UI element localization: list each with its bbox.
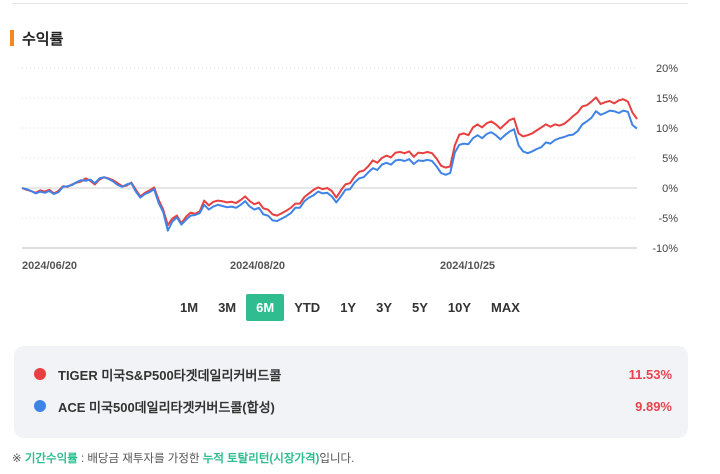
period-tab-10y[interactable]: 10Y: [447, 300, 472, 315]
footnote-term: 기간수익률: [24, 453, 78, 465]
x-tick-label: 2024/10/25: [440, 260, 495, 272]
period-tab-max[interactable]: MAX: [491, 300, 520, 315]
y-tick-label: -5%: [658, 213, 678, 225]
section-header: 수익률: [10, 28, 63, 48]
legend-item: TIGER 미국S&P500타겟데일리커버드콜 11.53%: [34, 364, 672, 384]
x-tick-label: 2024/08/20: [230, 260, 285, 272]
period-tab-3y[interactable]: 3Y: [376, 300, 392, 315]
footnote-suffix: 입니다.: [319, 453, 355, 465]
legend-dot-icon: [34, 400, 46, 412]
series-line-ace: [21, 109, 638, 232]
period-tab-3m[interactable]: 3M: [218, 300, 237, 315]
y-tick-label: 20%: [656, 63, 678, 75]
y-tick-label: 10%: [656, 123, 678, 135]
period-tab-5y[interactable]: 5Y: [412, 300, 428, 315]
y-tick-label: 5%: [662, 153, 678, 165]
period-tab-6m[interactable]: 6M: [246, 294, 285, 321]
period-tab-1m[interactable]: 1M: [180, 300, 199, 315]
footnote-middle: : 배당금 재투자를 가정한: [77, 453, 203, 465]
y-tick-label: 15%: [656, 93, 678, 105]
section-accent-bar: [10, 30, 14, 46]
legend-return-value: 9.89%: [635, 398, 672, 414]
period-tab-1y[interactable]: 1Y: [340, 300, 357, 315]
returns-line-chart: 20% 15% 10% 5% 0% -5% -10% 2024/06/20 2024/08/20…: [21, 63, 678, 272]
x-tick-label: 2024/06/20: [22, 260, 77, 272]
legend-item: ACE 미국500데일리타겟커버드콜(합성) 9.89%: [34, 396, 672, 416]
legend-fund-name: ACE 미국500데일리타겟커버드콜(합성): [58, 399, 275, 415]
legend-dot-icon: [34, 368, 46, 380]
y-tick-label: 0%: [662, 183, 678, 195]
legend-fund-name: TIGER 미국S&P500타겟데일리커버드콜: [58, 367, 282, 383]
footnote: ※ 기간수익률 : 배당금 재투자를 가정한 누적 토탈리턴(시장가격)입니다.: [12, 450, 354, 466]
footnote-prefix: ※: [12, 453, 25, 465]
legend-panel: TIGER 미국S&P500타겟데일리커버드콜 11.53% ACE 미국500데일…: [14, 346, 688, 438]
period-tab-ytd[interactable]: YTD: [294, 300, 321, 315]
series-line-tiger: [21, 96, 638, 227]
footnote-highlight: 누적 토탈리턴(시장가격): [202, 453, 320, 465]
legend-return-value: 11.53%: [628, 366, 672, 382]
period-tabs: 1M 3M 6M YTD 1Y 3Y 5Y 10Y MAX: [170, 294, 530, 321]
section-title: 수익률: [22, 30, 64, 48]
top-divider: [12, 3, 688, 4]
y-tick-label: -10%: [652, 243, 678, 255]
